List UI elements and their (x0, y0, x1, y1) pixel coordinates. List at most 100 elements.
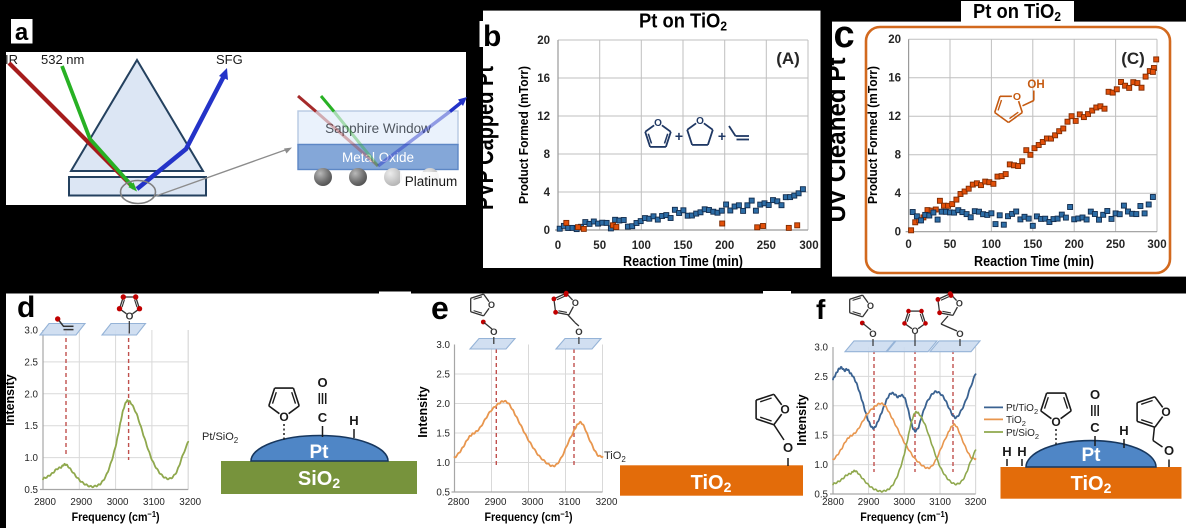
svg-text:Pt: Pt (1082, 445, 1102, 466)
svg-text:O: O (956, 299, 963, 309)
svg-text:TiO2: TiO2 (1071, 473, 1112, 496)
svg-text:c: c (834, 14, 855, 56)
svg-text:(C): (C) (1121, 49, 1145, 68)
svg-text:8: 8 (544, 149, 551, 161)
svg-text:Intensity: Intensity (416, 386, 430, 437)
svg-text:f: f (816, 294, 826, 325)
svg-text:O: O (867, 301, 874, 311)
svg-text:2900: 2900 (70, 497, 92, 508)
svg-text:Platinum: Platinum (405, 174, 458, 189)
svg-text:3200: 3200 (179, 497, 201, 508)
svg-text:2.5: 2.5 (24, 357, 38, 368)
svg-text:Reaction Time (min): Reaction Time (min) (623, 253, 743, 270)
svg-text:0.5: 0.5 (24, 485, 38, 496)
svg-text:3100: 3100 (143, 497, 165, 508)
svg-text:4: 4 (544, 187, 551, 199)
svg-text:O: O (126, 312, 134, 323)
svg-text:2900: 2900 (485, 497, 507, 508)
svg-text:Intensity: Intensity (795, 394, 809, 445)
svg-text:3000: 3000 (522, 497, 544, 508)
svg-text:3100: 3100 (929, 497, 951, 508)
svg-text:SFG: SFG (216, 52, 243, 67)
svg-text:3200: 3200 (596, 497, 618, 508)
svg-text:OH: OH (1027, 79, 1044, 91)
svg-text:C: C (318, 410, 328, 425)
svg-text:4: 4 (895, 188, 902, 200)
svg-text:TiO2: TiO2 (1006, 415, 1026, 428)
svg-text:Pt on TiO2: Pt on TiO2 (639, 11, 727, 34)
svg-text:12: 12 (888, 111, 901, 123)
svg-text:2.5: 2.5 (436, 370, 450, 381)
svg-text:O: O (783, 440, 793, 455)
svg-text:O: O (1164, 443, 1174, 458)
svg-text:200: 200 (715, 240, 734, 252)
svg-text:O: O (780, 403, 789, 417)
svg-text:1.5: 1.5 (814, 431, 828, 442)
svg-text:3100: 3100 (559, 497, 581, 508)
svg-text:532 nm: 532 nm (41, 52, 84, 67)
svg-text:e: e (431, 290, 449, 326)
svg-text:20: 20 (888, 34, 901, 46)
svg-text:O: O (1161, 405, 1170, 419)
svg-text:Pt/SiO2: Pt/SiO2 (1006, 428, 1039, 441)
svg-text:O: O (654, 118, 662, 129)
svg-text:16: 16 (537, 73, 550, 85)
svg-text:O: O (575, 327, 582, 338)
svg-text:UV Cleaned Pt: UV Cleaned Pt (821, 57, 851, 222)
svg-text:Pt/SiO2: Pt/SiO2 (202, 431, 239, 445)
svg-text:O: O (956, 329, 963, 340)
svg-text:2.5: 2.5 (814, 372, 828, 383)
svg-text:1.0: 1.0 (814, 460, 828, 471)
svg-text:3.0: 3.0 (24, 326, 38, 337)
svg-text:(A): (A) (776, 49, 800, 68)
svg-text:1.0: 1.0 (24, 453, 38, 464)
svg-text:Sapphire Window: Sapphire Window (325, 121, 431, 136)
svg-text:PVP Capped Pt: PVP Capped Pt (469, 66, 499, 210)
svg-text:250: 250 (1106, 239, 1125, 251)
svg-text:a: a (15, 19, 29, 46)
svg-text:0: 0 (895, 227, 901, 239)
svg-text:O: O (869, 329, 876, 340)
svg-text:+: + (718, 128, 726, 144)
svg-text:Metal Oxide: Metal Oxide (342, 150, 414, 165)
svg-text:2900: 2900 (858, 497, 880, 508)
svg-text:0.5: 0.5 (436, 488, 450, 499)
svg-text:Pt/TiO2: Pt/TiO2 (1006, 403, 1038, 416)
svg-text:0: 0 (555, 240, 561, 252)
svg-text:3200: 3200 (965, 497, 987, 508)
svg-text:150: 150 (1023, 239, 1042, 251)
svg-text:IR: IR (5, 52, 18, 67)
svg-text:Reaction Time (min): Reaction Time (min) (974, 253, 1094, 270)
svg-text:O: O (1090, 387, 1100, 402)
svg-text:H: H (1002, 444, 1011, 459)
svg-text:H: H (349, 413, 358, 428)
svg-text:200: 200 (1065, 239, 1084, 251)
svg-text:Frequency (cm−1): Frequency (cm−1) (860, 509, 948, 524)
svg-text:100: 100 (632, 240, 651, 252)
svg-text:2800: 2800 (34, 497, 56, 508)
svg-text:300: 300 (1147, 239, 1166, 251)
svg-text:250: 250 (757, 240, 776, 252)
svg-text:3000: 3000 (893, 497, 915, 508)
svg-text:300: 300 (799, 240, 818, 252)
svg-text:b: b (483, 20, 501, 53)
svg-text:Pt on TiO2: Pt on TiO2 (973, 1, 1061, 24)
svg-text:H: H (1017, 444, 1026, 459)
svg-text:8: 8 (895, 150, 902, 162)
svg-text:H: H (1119, 423, 1128, 438)
svg-text:0.5: 0.5 (814, 490, 828, 501)
svg-text:O: O (696, 116, 704, 127)
svg-text:1.5: 1.5 (436, 429, 450, 440)
svg-text:Pt: Pt (310, 442, 330, 463)
svg-text:2800: 2800 (448, 497, 470, 508)
svg-text:3000: 3000 (107, 497, 129, 508)
svg-text:50: 50 (593, 240, 606, 252)
svg-text:3.0: 3.0 (436, 340, 450, 351)
svg-text:Frequency (cm−1): Frequency (cm−1) (485, 509, 573, 524)
svg-text:O: O (1051, 415, 1060, 429)
svg-text:C: C (1090, 420, 1100, 435)
svg-text:1.0: 1.0 (436, 458, 450, 469)
svg-text:150: 150 (673, 240, 692, 252)
svg-text:Product Formed (mTorr): Product Formed (mTorr) (866, 66, 880, 204)
svg-text:2800: 2800 (822, 497, 844, 508)
